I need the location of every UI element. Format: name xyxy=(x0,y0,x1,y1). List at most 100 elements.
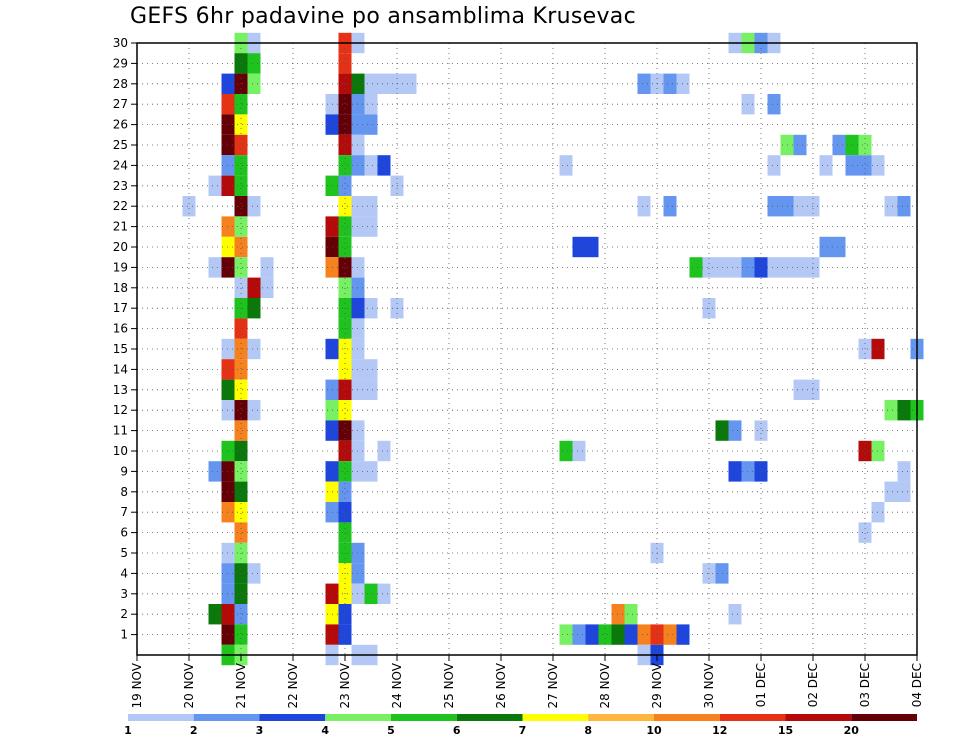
colorbar-swatch xyxy=(259,714,326,721)
heatmap-cell xyxy=(234,236,248,258)
heatmap-cell xyxy=(247,196,261,217)
heatmap-cell xyxy=(897,481,911,502)
y-tick-label: 2 xyxy=(120,607,128,621)
colorbar-legend: 1 2 3 4 5 6 7 8 10 12 15 20 xyxy=(124,714,917,737)
y-tick-label: 5 xyxy=(120,546,128,560)
colorbar-label: 10 xyxy=(646,724,662,737)
colorbar-label: 7 xyxy=(519,724,527,737)
heatmap-cell xyxy=(637,73,651,94)
heatmap-cell xyxy=(338,155,352,176)
y-tick-label: 7 xyxy=(120,505,128,519)
heatmap-cell xyxy=(637,624,651,645)
heatmap-cell xyxy=(338,134,352,156)
heatmap-cell xyxy=(234,277,248,298)
heatmap-cell xyxy=(234,522,248,543)
y-tick-label: 29 xyxy=(113,56,128,70)
heatmap-cell xyxy=(819,155,833,176)
y-tick-label: 26 xyxy=(113,118,128,132)
heatmap-cell xyxy=(364,114,378,135)
y-tick-label: 11 xyxy=(113,424,128,438)
x-tick-label: 29 NOV xyxy=(650,662,664,708)
heatmap-cell xyxy=(247,338,261,360)
heatmap-cell xyxy=(338,522,352,543)
heatmap-cell xyxy=(884,196,898,217)
chart-title: GEFS 6hr padavine po ansamblima Krusevac xyxy=(130,4,636,29)
heatmap-cell xyxy=(832,236,846,258)
heatmap-cell xyxy=(338,216,352,237)
x-tick-label: 24 NOV xyxy=(390,662,404,708)
heatmap-cell xyxy=(364,583,378,604)
heatmap-cell xyxy=(234,461,248,482)
colorbar-swatch xyxy=(456,714,523,721)
heatmap-cell xyxy=(338,94,352,115)
x-tick-label: 25 NOV xyxy=(442,662,456,708)
y-tick-label: 21 xyxy=(113,220,128,234)
colorbar-swatch xyxy=(522,714,589,721)
y-tick-label: 23 xyxy=(113,179,128,193)
colorbar-swatch xyxy=(785,714,852,721)
x-axis: 19 NOV 20 NOV 21 NOV 22 NOV 23 NOV 24 NOV 25 N… xyxy=(130,655,924,709)
heatmap-cell xyxy=(897,400,911,421)
colorbar-swatch xyxy=(391,714,457,721)
heatmap-cell xyxy=(754,420,768,441)
y-tick-label: 25 xyxy=(113,138,128,152)
y-tick-label: 10 xyxy=(113,444,128,458)
heatmap-cell xyxy=(247,298,261,319)
heatmap-cell xyxy=(728,604,742,625)
colorbar-swatch xyxy=(193,714,260,721)
heatmap-cell xyxy=(247,277,261,298)
x-tick-label: 02 DEC xyxy=(806,663,820,707)
heatmap-cell xyxy=(338,359,352,380)
heatmap-cell xyxy=(234,400,248,421)
heatmap-cell xyxy=(663,196,677,217)
heatmap-cell xyxy=(338,440,352,462)
y-tick-label: 13 xyxy=(113,383,128,397)
y-tick-label: 6 xyxy=(120,526,128,540)
heatmap-cell xyxy=(338,175,352,196)
heatmap-cell xyxy=(338,400,352,421)
heatmap-cell xyxy=(234,604,248,625)
heatmap-cell xyxy=(338,379,352,400)
heatmap-cell xyxy=(728,257,742,278)
heatmap-cell xyxy=(624,604,638,625)
x-tick-label: 03 DEC xyxy=(858,663,872,707)
heatmap-cell xyxy=(234,216,248,237)
colorbar-label: 3 xyxy=(256,724,264,737)
heatmap-cell xyxy=(793,134,807,156)
heatmap-cell xyxy=(832,134,846,156)
x-tick-label: 22 NOV xyxy=(286,662,300,708)
heatmap-cell xyxy=(572,440,586,462)
y-tick-label: 4 xyxy=(120,566,128,580)
heatmap-cell xyxy=(377,73,391,94)
y-tick-label: 16 xyxy=(113,322,128,336)
x-tick-label: 21 NOV xyxy=(234,662,248,708)
y-tick-label: 19 xyxy=(113,260,128,274)
heatmap-cell xyxy=(858,155,872,176)
heatmap-cell xyxy=(247,563,261,584)
y-tick-label: 14 xyxy=(113,362,128,376)
heatmap-cell xyxy=(663,624,677,645)
heatmap-cell xyxy=(572,236,586,258)
heatmap-cell xyxy=(858,440,872,462)
heatmap-cell xyxy=(234,481,248,502)
heatmap-cell xyxy=(234,114,248,135)
colorbar-swatch xyxy=(588,714,654,721)
heatmap-cell xyxy=(637,196,651,217)
heatmap-cell xyxy=(624,624,638,645)
heatmap-cell xyxy=(234,440,248,462)
y-tick-label: 9 xyxy=(120,464,128,478)
heatmap-cell xyxy=(338,624,352,645)
heatmap-cell xyxy=(338,257,352,278)
y-tick-label: 15 xyxy=(113,342,128,356)
heatmap-cell xyxy=(234,155,248,176)
heatmap-cell xyxy=(234,379,248,400)
y-tick-label: 1 xyxy=(120,628,128,642)
heatmap-cell xyxy=(338,277,352,298)
heatmap-cell xyxy=(897,461,911,482)
heatmap-cell xyxy=(234,196,248,217)
heatmap-cell xyxy=(364,379,378,400)
heatmap-cell xyxy=(208,175,222,196)
heatmap-cell xyxy=(767,155,781,176)
heatmap-cell xyxy=(884,481,898,502)
